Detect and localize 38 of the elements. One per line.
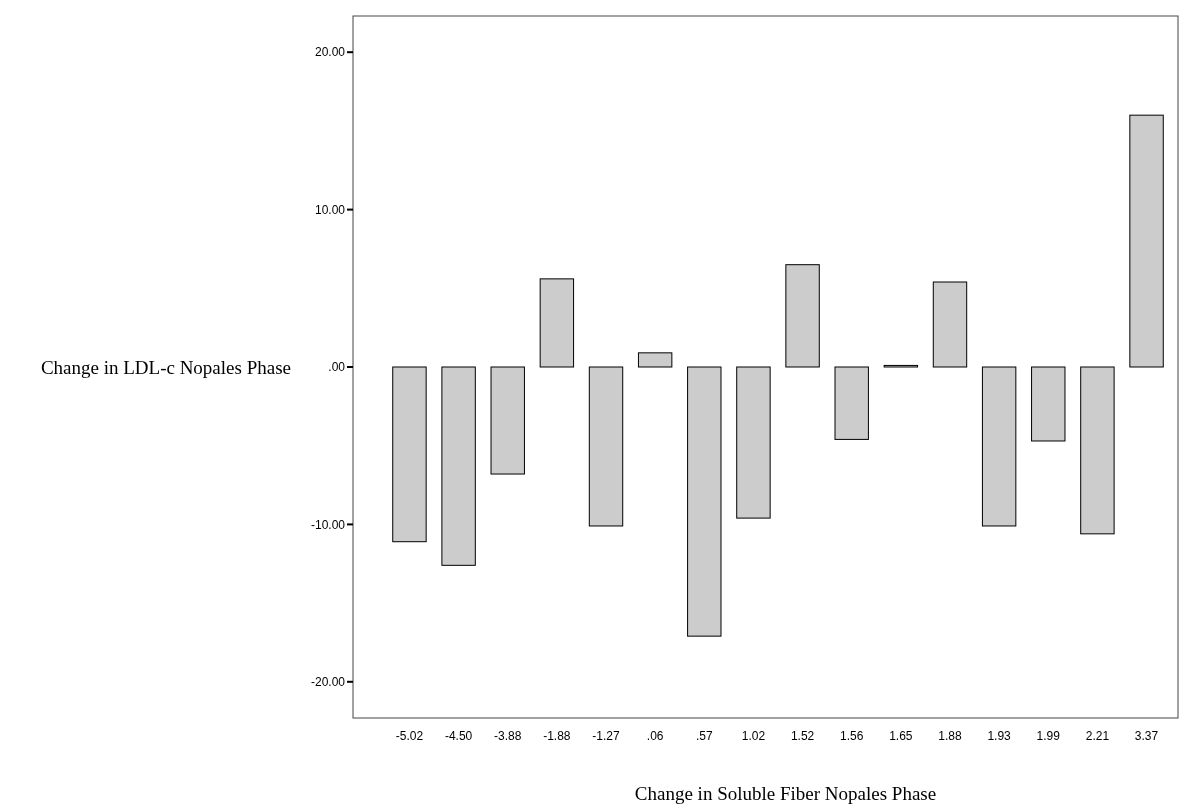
y-tick-label: .00 — [328, 360, 346, 375]
y-tick-label: 20.00 — [314, 45, 346, 60]
bar — [539, 278, 575, 368]
x-tick-label: .57 — [695, 729, 713, 743]
bar — [441, 366, 476, 566]
bar — [834, 366, 869, 440]
x-tick-label: 1.02 — [741, 729, 766, 743]
bar — [637, 352, 673, 368]
x-tick-label: -1.88 — [543, 729, 571, 743]
x-axis-title: Change in Soluble Fiber Nopales Phase — [634, 783, 937, 804]
y-tick-label: -20.00 — [310, 675, 346, 689]
x-tick-label: 1.56 — [840, 729, 864, 743]
x-tick-label: 1.52 — [790, 729, 815, 743]
x-tick-label: 1.65 — [889, 729, 913, 743]
bar — [490, 366, 525, 475]
x-tick-label: 3.37 — [1134, 729, 1159, 743]
bar — [588, 366, 624, 527]
bar — [932, 281, 968, 368]
bar — [1129, 114, 1164, 368]
bar — [1080, 366, 1115, 535]
bar — [736, 366, 771, 519]
x-tick-label: -5.02 — [395, 729, 424, 743]
bar — [1031, 366, 1066, 442]
y-tick-label: -10.00 — [310, 517, 346, 532]
x-tick-label: 1.99 — [1036, 729, 1061, 743]
bar — [392, 366, 427, 543]
x-tick-label: -4.50 — [444, 729, 473, 743]
x-tick-label: 2.21 — [1085, 729, 1110, 743]
bar — [981, 366, 1017, 527]
x-tick-label: 1.93 — [987, 729, 1012, 743]
y-tick-label: 10.00 — [314, 202, 346, 217]
bar — [687, 366, 722, 637]
x-tick-label: .06 — [646, 729, 664, 743]
x-tick-label: -1.27 — [592, 729, 621, 743]
y-axis-title: Change in LDL-c Nopales Phase — [40, 356, 291, 378]
bar — [785, 264, 820, 368]
x-tick-label: 1.88 — [938, 729, 962, 743]
x-tick-label: -3.88 — [494, 729, 522, 743]
